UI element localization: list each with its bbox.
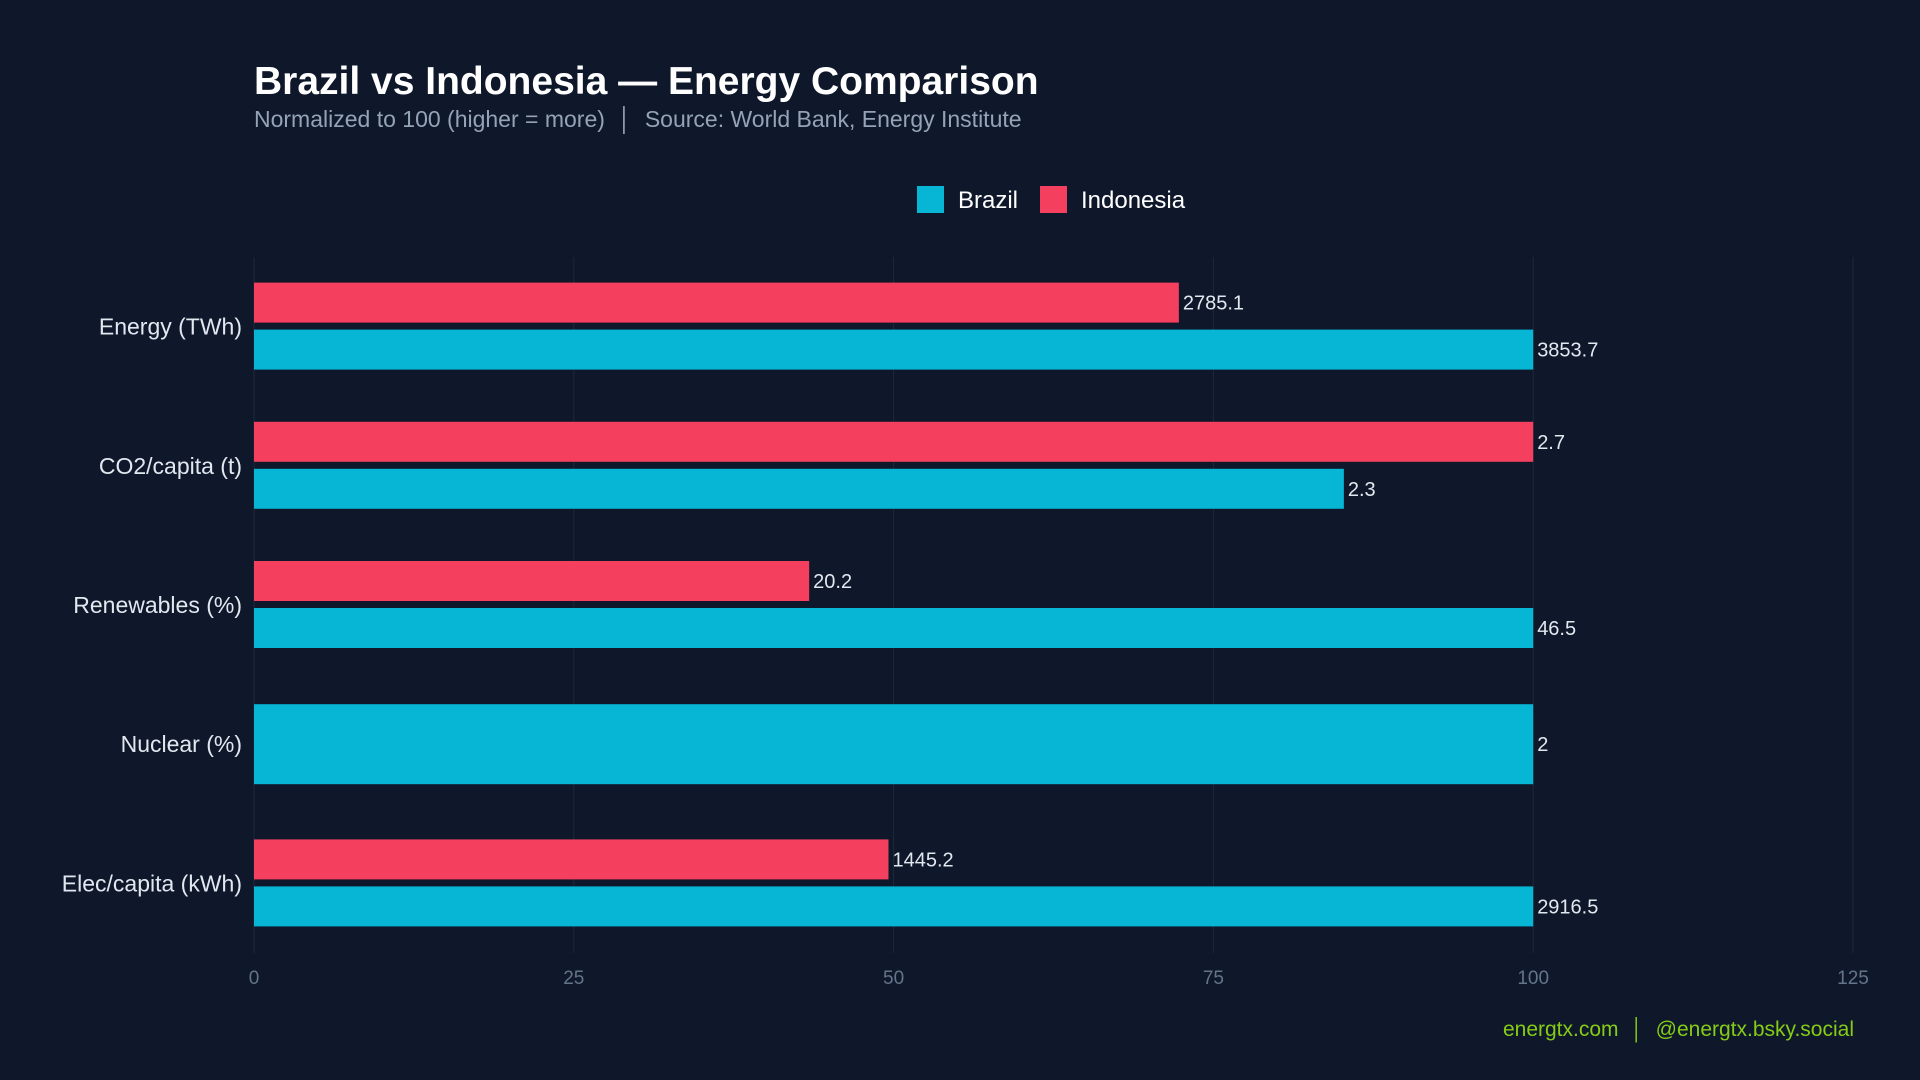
legend-swatch-indonesia	[1040, 186, 1067, 213]
x-tick-label: 50	[883, 968, 904, 989]
category-label: Energy (TWh)	[99, 314, 242, 340]
category-label: Nuclear (%)	[121, 731, 242, 757]
data-label: 3853.7	[1537, 340, 1598, 362]
x-tick-label: 75	[1203, 968, 1224, 989]
bar-brazil	[254, 468, 1344, 509]
bar-indonesia	[254, 282, 1179, 323]
chart-title: Brazil vs Indonesia — Energy Comparison	[254, 60, 1039, 103]
data-label: 2916.5	[1537, 896, 1598, 918]
x-tick-label: 100	[1517, 968, 1549, 989]
bar-indonesia	[254, 421, 1534, 462]
x-tick-label: 25	[563, 968, 584, 989]
data-label: 2785.1	[1183, 293, 1244, 315]
data-label: 20.2	[813, 571, 852, 593]
footer-site: energtx.com	[1503, 1018, 1619, 1041]
legend: Brazil Indonesia	[917, 186, 1186, 214]
data-label: 1445.2	[892, 849, 953, 871]
bar-brazil	[254, 886, 1534, 927]
bar-indonesia	[254, 839, 889, 880]
legend-swatch-brazil	[917, 186, 944, 213]
data-label: 2.7	[1537, 432, 1565, 454]
bar-brazil	[254, 608, 1534, 648]
bars: Energy (TWh) 2785.1 3853.7 CO2/capita (t) 2.…	[62, 282, 1598, 927]
chart-subtitle: Normalized to 100 (higher = more) │ Sour…	[254, 106, 1022, 134]
legend-label-indonesia: Indonesia	[1081, 187, 1186, 214]
data-label: 2.3	[1348, 479, 1376, 501]
category-label: Renewables (%)	[73, 592, 242, 618]
footer-credits: energtx.com │ @energtx.bsky.social	[1503, 1016, 1854, 1043]
category-label: CO2/capita (t)	[99, 453, 242, 479]
x-tick-label: 0	[249, 968, 260, 989]
footer-separator: │	[1631, 1016, 1644, 1043]
legend-label-brazil: Brazil	[958, 187, 1018, 214]
gridlines: 0 25 50 75 100 125	[249, 257, 1869, 989]
data-label: 2	[1537, 734, 1548, 756]
data-label: 46.5	[1537, 618, 1576, 640]
bar-brazil	[254, 704, 1534, 785]
category-label: Elec/capita (kWh)	[62, 870, 242, 896]
footer-social: @energtx.bsky.social	[1656, 1018, 1854, 1041]
bar-indonesia	[254, 561, 810, 601]
x-tick-label: 125	[1837, 968, 1869, 989]
bar-brazil	[254, 329, 1534, 370]
